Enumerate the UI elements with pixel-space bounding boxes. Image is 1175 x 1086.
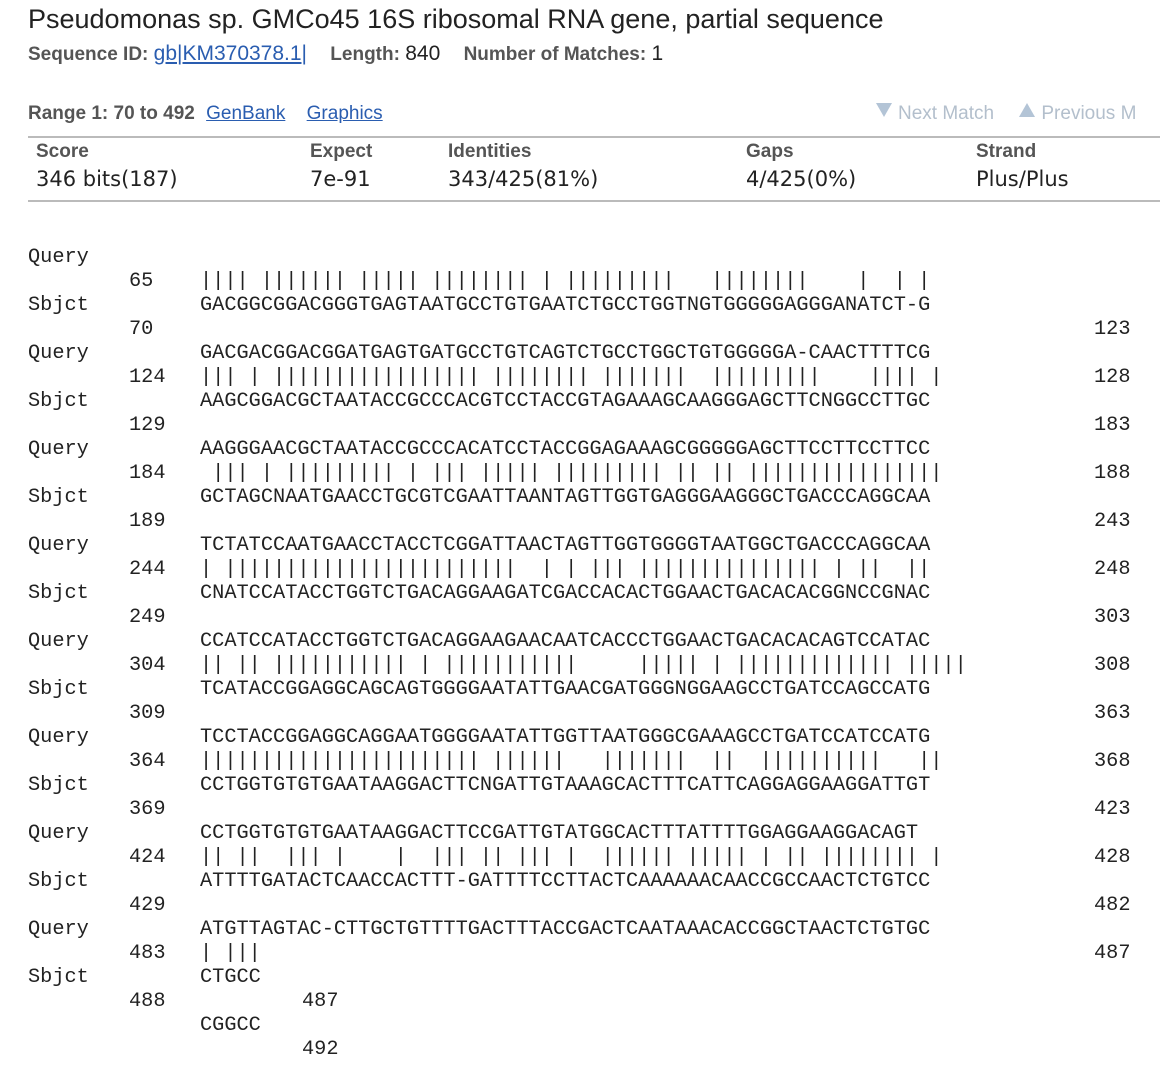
genbank-link[interactable]: GenBank xyxy=(206,103,286,124)
expect-stat: Expect 7e-91 xyxy=(310,141,372,191)
gaps-value: 4/425(0%) xyxy=(746,167,857,191)
sbjct-line: Sbjct 249 CCATCCATACCTGGTCTGACAGGAAGAACA… xyxy=(28,582,1131,677)
triangle-down-icon xyxy=(876,103,892,117)
range-header: Range 1: 70 to 492 GenBank Graphics xyxy=(28,103,383,125)
query-line: Query 244 CNATCCATACCTGGTCTGACAGGAAGATCG… xyxy=(28,534,1131,629)
gaps-label: Gaps xyxy=(746,141,794,162)
sbjct-line: Sbjct 129 AAGGGAACGCTAATACCGCCCACATCCTAC… xyxy=(28,390,1131,485)
expect-label: Expect xyxy=(310,141,373,162)
triangle-up-icon xyxy=(1019,103,1036,117)
page-title: Pseudomonas sp. GMCo45 16S ribosomal RNA… xyxy=(28,4,884,34)
gaps-stat: Gaps 4/425(0%) xyxy=(746,141,856,191)
sequence-id-label: Sequence ID: xyxy=(28,44,149,65)
query-line: Query 65 GACGGCGGACGGGTGAGTAATGCCTGTGAAT… xyxy=(28,246,1131,341)
score-value: 346 bits(187) xyxy=(36,167,178,191)
next-match-button[interactable]: Next Match xyxy=(876,103,999,124)
query-line: Query 124 AAGCGGACGCTAATACCGCCCACGTCCTAC… xyxy=(28,342,1131,437)
identities-value: 343/425(81%) xyxy=(448,167,599,191)
graphics-link[interactable]: Graphics xyxy=(306,103,383,124)
sequence-id-link[interactable]: gb|KM370378.1| xyxy=(153,42,308,65)
range-label: Range 1: 70 to 492 xyxy=(28,103,195,124)
query-line: Query 184 GCTAGCNAATGAACCTGCGTCGAATTAANT… xyxy=(28,438,1131,533)
score-label: Score xyxy=(36,141,89,162)
strand-label: Strand xyxy=(976,141,1037,162)
previous-match-button[interactable]: Previous M xyxy=(999,103,1136,124)
sequence-meta: Sequence ID: gb|KM370378.1| Length: 840 … xyxy=(28,42,663,66)
sbjct-line: Sbjct 70 GACGACGGACGGATGAGTGATGCCTGTCAGT… xyxy=(28,294,1131,389)
matches-label: Number of Matches: xyxy=(463,44,647,65)
match-line: | |||||||||||||||||||||||| | | ||| |||||… xyxy=(200,558,931,581)
identities-label: Identities xyxy=(448,141,532,162)
matches-value: 1 xyxy=(651,42,664,65)
query-line: Query 424 ATTTTGATACTCAACCACTTT-GATTTTCC… xyxy=(28,822,1131,917)
match-line: || || ||||||||||| | ||||||||||| ||||| | … xyxy=(200,654,967,677)
query-line: Query 304 TCATACCGGAGGCAGCAGTGGGGAATATTG… xyxy=(28,630,1131,725)
sbjct-line: Sbjct 369 CCTGGTGTGTGAATAAGGACTTCCGATTGT… xyxy=(28,774,1131,869)
score-stat: Score 346 bits(187) xyxy=(36,141,178,191)
match-line: ||| | ||||||||||||||||| |||||||| |||||||… xyxy=(200,366,943,389)
query-line: Query 364 CCTGGTGTGTGAATAAGGACTTCNGATTGT… xyxy=(28,726,1131,821)
match-line: | ||| xyxy=(200,942,261,965)
query-line: Query 483 CTGCC 487 xyxy=(28,918,339,1013)
length-label: Length: xyxy=(330,44,400,65)
match-line: || || ||| | | ||| || ||| | |||||| ||||| … xyxy=(200,846,943,869)
sbjct-line: Sbjct 429 ATGTTAGTAC-CTTGCTGTTTTGACTTTAC… xyxy=(28,870,1131,965)
alignment-stats: Score 346 bits(187) Expect 7e-91 Identit… xyxy=(28,136,1160,202)
strand-stat: Strand Plus/Plus xyxy=(976,141,1069,191)
sbjct-line: Sbjct 189 TCTATCCAATGAACCTACCTCGGATTAACT… xyxy=(28,486,1131,581)
expect-value: 7e-91 xyxy=(310,167,371,191)
strand-value: Plus/Plus xyxy=(976,167,1069,191)
length-value: 840 xyxy=(405,42,441,65)
match-line: |||| ||||||| ||||| |||||||| | ||||||||| … xyxy=(200,270,931,293)
match-navigation: Next Match Previous M xyxy=(876,103,1136,125)
sbjct-line: Sbjct 309 TCCTACCGGAGGCAGGAATGGGGAATATTG… xyxy=(28,678,1131,773)
match-line: ||||||||||||||||||||||| |||||| ||||||| |… xyxy=(200,750,943,773)
identities-stat: Identities 343/425(81%) xyxy=(448,141,598,191)
match-line: ||| | ||||||||| | ||| ||||| ||||||||| ||… xyxy=(200,462,943,485)
sbjct-line: Sbjct 488 CGGCC 492 xyxy=(28,966,339,1061)
